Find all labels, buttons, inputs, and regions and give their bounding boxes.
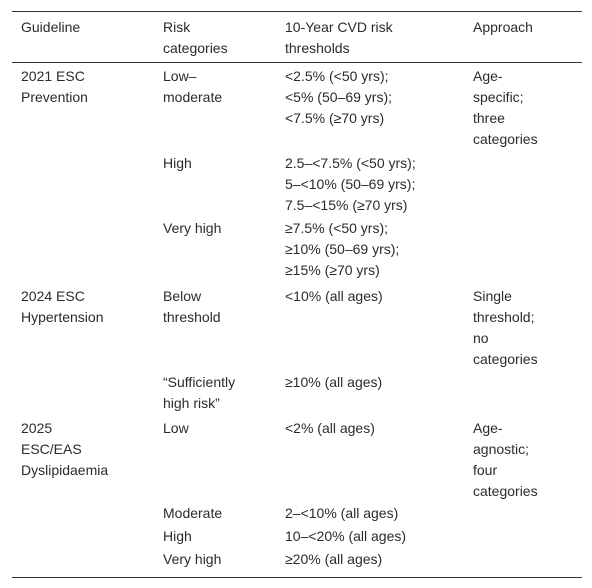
risk-category: threshold	[163, 308, 221, 325]
guideline: ESC/EAS	[21, 440, 82, 457]
risk-category: moderate	[163, 88, 223, 105]
risk-threshold: 5–<10% (50–69 yrs);	[285, 175, 416, 192]
risk-threshold: 7.5–<15% (≥70 yrs)	[285, 197, 408, 214]
approach: categories	[473, 351, 538, 368]
risk-threshold: <2.5% (<50 yrs);	[285, 67, 389, 84]
guideline: Hypertension	[21, 308, 104, 325]
risk-threshold: ≥20% (all ages)	[285, 550, 383, 567]
risk-category: Below	[163, 287, 202, 304]
guideline: Dyslipidaemia	[21, 462, 109, 479]
approach: specific;	[473, 88, 524, 105]
approach: four	[473, 462, 498, 479]
risk-threshold: 2.5–<7.5% (<50 yrs);	[285, 154, 416, 171]
column-header: categories	[163, 39, 228, 56]
bottom-rule	[12, 577, 582, 578]
risk-threshold: ≥15% (≥70 yrs)	[285, 262, 380, 279]
risk-category: Moderate	[163, 504, 223, 521]
approach: categories	[473, 131, 538, 148]
approach: Single	[473, 287, 512, 304]
header-rule	[12, 62, 582, 63]
approach: agnostic;	[473, 440, 530, 457]
guideline: 2025	[21, 419, 53, 436]
risk-category: Low–	[163, 67, 197, 84]
risk-threshold: 2–<10% (all ages)	[285, 504, 399, 521]
column-header: Approach	[473, 18, 533, 35]
top-rule	[12, 11, 582, 12]
risk-threshold: ≥10% (all ages)	[285, 373, 383, 390]
guideline: 2021 ESC	[21, 67, 85, 84]
risk-category: high risk”	[163, 394, 220, 411]
risk-category: Very high	[163, 550, 222, 567]
column-header: Guideline	[21, 18, 81, 35]
risk-category: “Sufficiently	[163, 373, 236, 390]
risk-category: Very high	[163, 219, 222, 236]
risk-threshold: <7.5% (≥70 yrs)	[285, 110, 385, 127]
risk-category: High	[163, 527, 192, 544]
risk-threshold: <5% (50–69 yrs);	[285, 88, 392, 105]
column-header: 10-Year CVD risk	[285, 18, 393, 35]
approach: Age-	[473, 67, 503, 84]
approach: categories	[473, 483, 538, 500]
risk-threshold: 10–<20% (all ages)	[285, 527, 407, 544]
risk-threshold: <2% (all ages)	[285, 419, 375, 436]
risk-threshold: ≥7.5% (<50 yrs);	[285, 219, 388, 236]
approach: Age-	[473, 419, 503, 436]
risk-category: High	[163, 154, 192, 171]
risk-threshold: ≥10% (50–69 yrs);	[285, 240, 400, 257]
column-header: Risk	[163, 18, 191, 35]
approach: no	[473, 330, 489, 347]
risk-threshold: <10% (all ages)	[285, 287, 383, 304]
approach: threshold;	[473, 308, 535, 325]
risk-category: Low	[163, 419, 189, 436]
guideline: 2024 ESC	[21, 287, 85, 304]
approach: three	[473, 110, 505, 127]
column-header: thresholds	[285, 39, 350, 56]
guideline: Prevention	[21, 88, 88, 105]
